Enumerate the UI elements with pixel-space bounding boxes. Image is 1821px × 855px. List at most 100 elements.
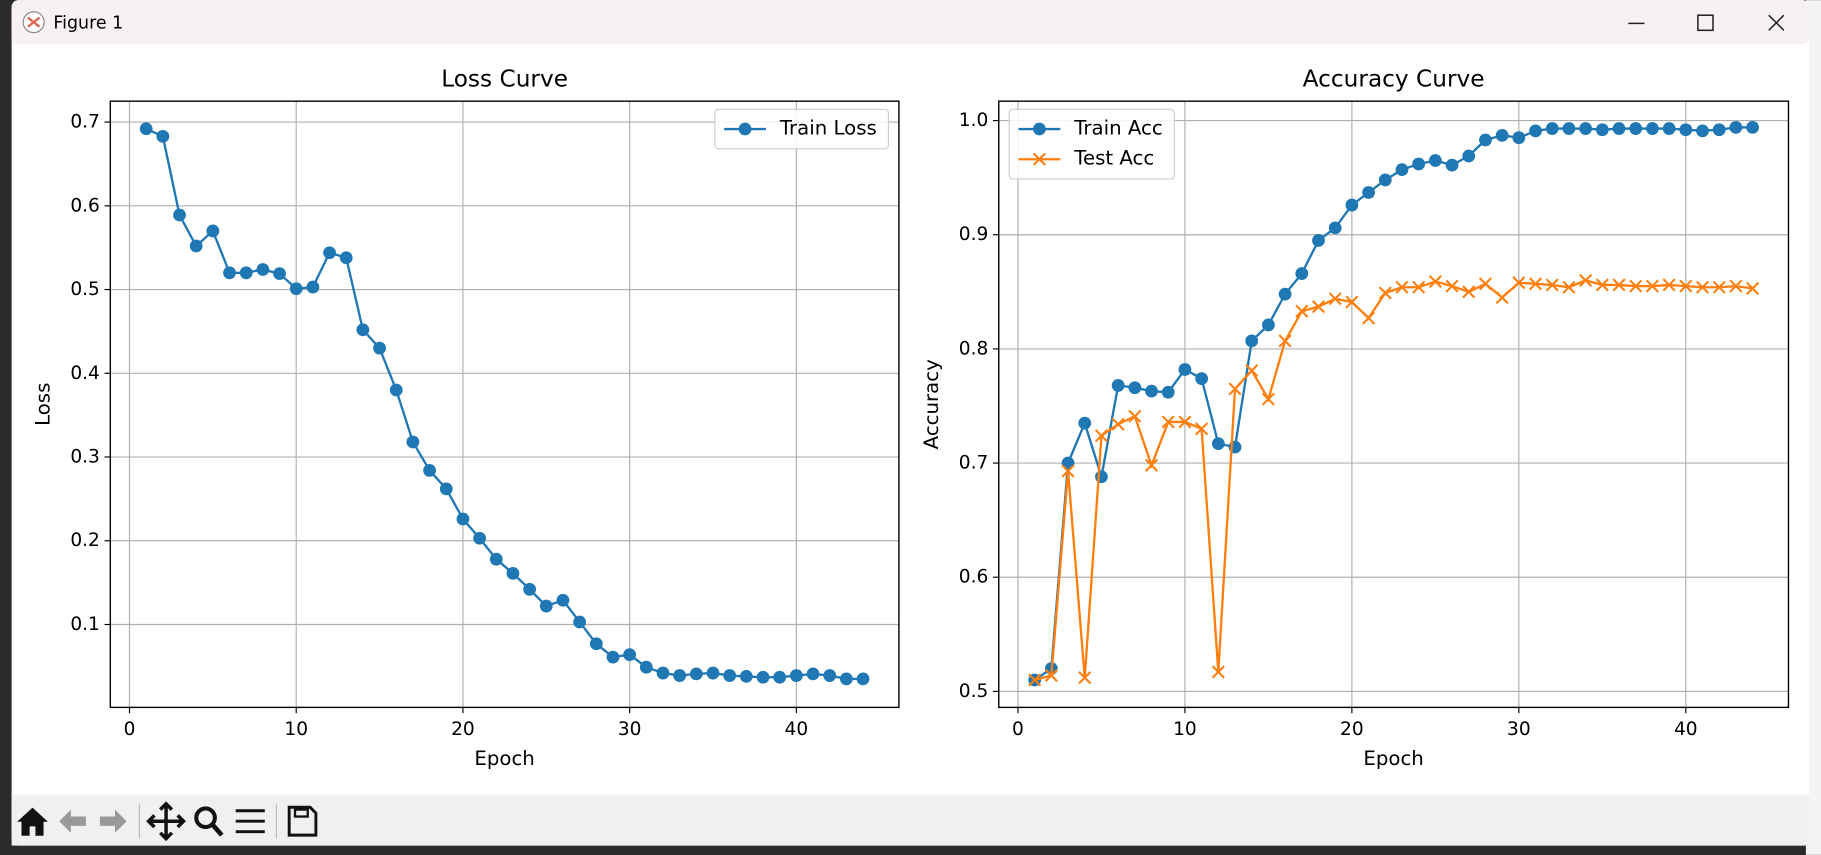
marker (1712, 123, 1726, 137)
marker (1311, 300, 1326, 314)
y-tick-label: 0.7 (70, 112, 100, 133)
app-icon-glyph (27, 16, 41, 28)
back-button[interactable] (59, 809, 86, 833)
marker (1662, 278, 1676, 292)
marker-stroke (1562, 280, 1576, 294)
forward-button[interactable] (99, 809, 127, 833)
window (11, 0, 1810, 846)
plot-frame (998, 100, 1790, 709)
marker (423, 464, 436, 477)
y-tick-label: 0.7 (959, 453, 989, 474)
legend: Train Acc Test Acc (1008, 108, 1175, 180)
marker (406, 435, 420, 449)
marker-stroke (1028, 673, 1042, 687)
x-tick-label: 10 (1173, 719, 1197, 740)
marker (1044, 668, 1058, 682)
marker (373, 341, 386, 355)
chart-title: Loss Curve (441, 66, 568, 93)
marker (839, 672, 853, 686)
marker (1161, 385, 1175, 399)
y-tick-label: 0.3 (70, 447, 100, 468)
marker (739, 670, 753, 683)
marker (1211, 665, 1225, 679)
marker-stroke (1128, 409, 1142, 423)
y-tick-label: 0.5 (959, 681, 989, 702)
maximize-button[interactable] (1697, 14, 1714, 32)
marker (273, 267, 286, 281)
marker (789, 669, 803, 682)
marker (1211, 437, 1225, 451)
marker-stroke (1679, 279, 1693, 293)
marker (1278, 334, 1292, 348)
window-title: Figure 1 (53, 13, 123, 33)
marker (1428, 154, 1442, 167)
marker-stroke (1612, 278, 1626, 292)
save-button[interactable] (287, 805, 318, 837)
marker (1111, 417, 1125, 431)
marker (1462, 149, 1476, 163)
legend-marker (1033, 122, 1046, 136)
y-tick-label: 0.6 (959, 567, 989, 588)
marker (1528, 277, 1543, 291)
marker (1529, 124, 1542, 138)
background-window (1805, 0, 1821, 855)
marker-stroke (1195, 422, 1209, 436)
marker-stroke (1712, 280, 1726, 294)
marker (1111, 379, 1125, 392)
plot-frame (109, 100, 900, 709)
marker (1145, 384, 1158, 398)
marker (356, 323, 370, 337)
y-axis-label: Accuracy (920, 359, 943, 449)
marker-stroke (1245, 364, 1259, 378)
marker (523, 582, 537, 596)
marker (1545, 122, 1559, 135)
marker-stroke (1178, 415, 1192, 429)
marker (1512, 131, 1526, 145)
marker-stroke (1729, 279, 1743, 293)
marker (689, 667, 703, 681)
zoom-button[interactable] (194, 806, 217, 830)
legend-label: Train Acc (1073, 117, 1162, 140)
marker (173, 208, 186, 222)
marker (1094, 429, 1108, 443)
marker (1612, 122, 1626, 135)
marker-stroke (1161, 415, 1175, 429)
marker (639, 660, 653, 674)
configure-button[interactable] (235, 809, 265, 834)
marker-stroke (1695, 280, 1710, 294)
marker (1679, 279, 1693, 293)
marker (1445, 158, 1459, 172)
marker (1195, 422, 1209, 436)
marker-stroke (1662, 278, 1676, 292)
marker (1746, 281, 1760, 295)
marker (289, 282, 303, 296)
marker-stroke (1579, 273, 1593, 287)
y-axis-label: Loss (32, 383, 55, 426)
marker (756, 670, 770, 684)
x-tick-label: 20 (1340, 719, 1364, 740)
marker-stroke (1428, 274, 1442, 289)
x-tick-label: 40 (785, 719, 809, 740)
marker (1128, 381, 1142, 395)
home-button[interactable] (17, 807, 48, 836)
marker (1028, 673, 1042, 687)
marker (1078, 671, 1092, 685)
marker-stroke (1328, 292, 1342, 306)
marker (1495, 290, 1509, 305)
pan-button[interactable] (146, 801, 186, 842)
marker (223, 266, 236, 280)
close-button[interactable] (1768, 14, 1785, 31)
x-tick-label: 30 (1507, 719, 1531, 740)
marker (1579, 273, 1593, 287)
marker (539, 599, 553, 613)
marker (1061, 456, 1075, 470)
marker (1729, 121, 1743, 134)
marker-stroke (1362, 311, 1376, 325)
legend-label: Train Loss (779, 117, 877, 140)
legend-marker (738, 122, 752, 136)
toolbar (11, 794, 1810, 846)
marker-stroke (1495, 290, 1509, 305)
marker (1695, 280, 1710, 294)
marker-stroke (1061, 464, 1075, 478)
